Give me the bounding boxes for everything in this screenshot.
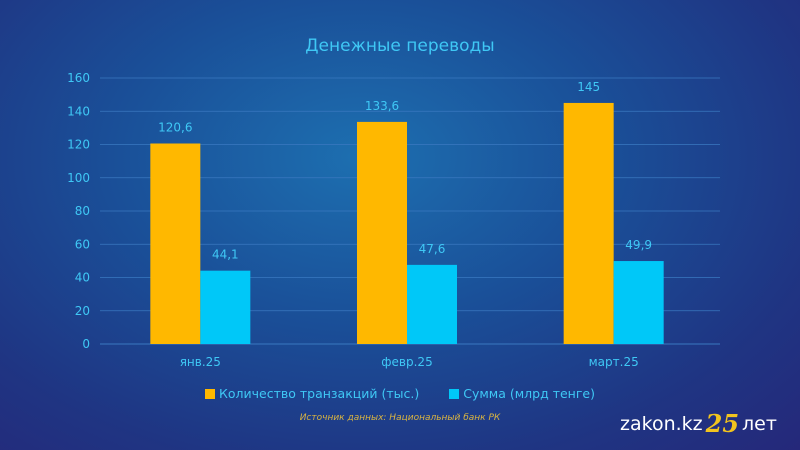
logo-number: 25 — [705, 409, 740, 438]
legend-label: Количество транзакций (тыс.) — [219, 386, 420, 401]
bar — [613, 261, 664, 344]
y-tick-label: 80 — [75, 204, 90, 218]
data-label: 120,6 — [158, 121, 192, 135]
data-label: 133,6 — [365, 99, 399, 113]
source-note: Источник данных: Национальный банк РК — [299, 413, 501, 423]
y-tick-label: 20 — [75, 304, 90, 318]
y-tick-label: 140 — [67, 104, 90, 118]
y-tick-label: 60 — [75, 237, 90, 251]
bar — [563, 102, 614, 344]
legend-item-sum: Сумма (млрд тенге) — [449, 386, 595, 401]
y-tick-label: 120 — [67, 138, 90, 152]
data-label: 47,6 — [419, 242, 446, 256]
y-tick-label: 0 — [82, 337, 90, 351]
x-tick-label: янв.25 — [180, 355, 221, 369]
y-tick-label: 160 — [67, 71, 90, 85]
data-label: 145 — [577, 80, 600, 94]
legend-swatch — [205, 388, 215, 399]
bar — [357, 121, 407, 344]
logo-suffix: лет — [742, 412, 777, 435]
y-tick-label: 40 — [75, 271, 90, 285]
y-tick-label: 100 — [67, 171, 90, 185]
legend-label: Сумма (млрд тенге) — [463, 386, 595, 401]
legend-swatch — [449, 388, 460, 399]
legend: Количество транзакций (тыс.) Сумма (млрд… — [0, 386, 800, 401]
legend-item-transactions: Количество транзакций (тыс.) — [205, 386, 419, 401]
bar — [407, 264, 457, 344]
bar — [150, 143, 201, 344]
x-tick-label: март.25 — [589, 355, 639, 369]
logo-text: zakon.kz — [620, 412, 703, 435]
zakon-logo: zakon.kz 25 лет — [620, 409, 777, 438]
bar — [200, 270, 251, 344]
x-tick-label: февр.25 — [381, 355, 432, 369]
data-label: 49,9 — [625, 238, 652, 252]
chart-title: Денежные переводы — [305, 36, 495, 56]
data-label: 44,1 — [212, 248, 239, 262]
